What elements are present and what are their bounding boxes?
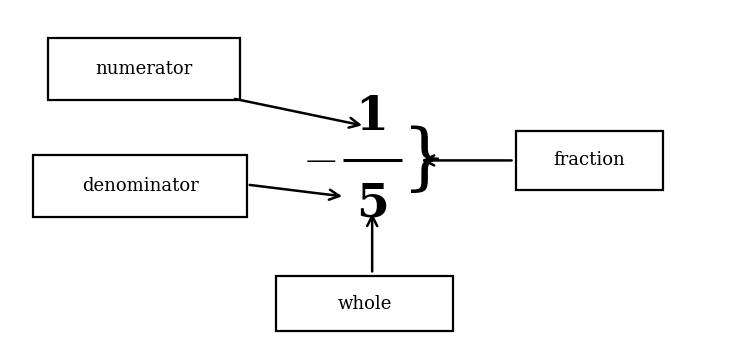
FancyBboxPatch shape <box>33 155 247 217</box>
FancyBboxPatch shape <box>48 38 240 100</box>
Text: 5: 5 <box>356 180 388 227</box>
Text: 1: 1 <box>356 94 388 140</box>
Text: numerator: numerator <box>95 60 192 78</box>
Text: —: — <box>305 145 336 176</box>
Text: }: } <box>402 125 447 196</box>
Text: fraction: fraction <box>553 151 626 169</box>
FancyBboxPatch shape <box>516 131 663 190</box>
FancyBboxPatch shape <box>276 276 453 331</box>
Text: whole: whole <box>338 295 392 313</box>
Text: denominator: denominator <box>82 177 198 195</box>
